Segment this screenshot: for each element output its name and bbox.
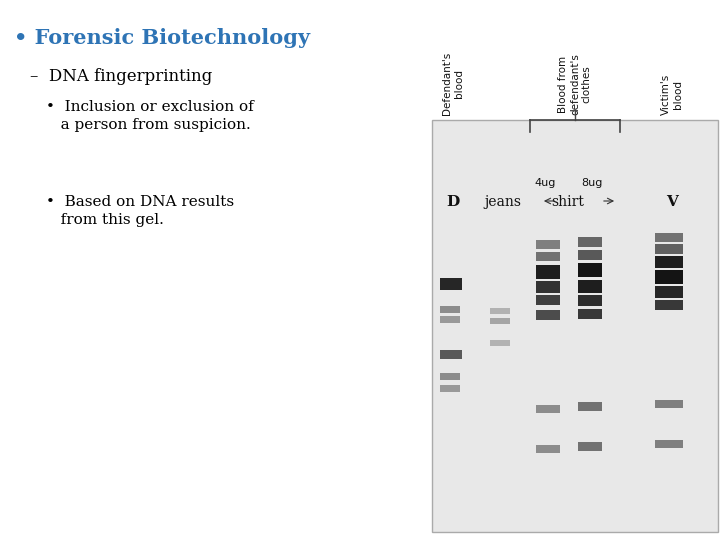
- Bar: [655, 270, 683, 284]
- Bar: [578, 263, 602, 277]
- Bar: [536, 240, 560, 249]
- Bar: [655, 256, 683, 268]
- Bar: [536, 295, 560, 305]
- Text: –  DNA fingerprinting: – DNA fingerprinting: [30, 68, 212, 85]
- Bar: [440, 385, 460, 392]
- Bar: [655, 233, 683, 242]
- Bar: [578, 442, 602, 451]
- Text: a person from suspicion.: a person from suspicion.: [46, 118, 251, 132]
- Bar: [578, 250, 602, 260]
- Bar: [655, 300, 683, 310]
- Bar: [578, 280, 602, 293]
- Bar: [536, 405, 560, 413]
- Bar: [578, 309, 602, 319]
- Bar: [440, 278, 462, 290]
- Bar: [490, 308, 510, 314]
- Text: V: V: [666, 195, 678, 209]
- Bar: [578, 237, 602, 247]
- Bar: [440, 350, 462, 359]
- Text: •  Based on DNA results: • Based on DNA results: [46, 195, 234, 209]
- Bar: [536, 310, 560, 320]
- Bar: [432, 120, 718, 532]
- Bar: [490, 340, 510, 346]
- Bar: [578, 402, 602, 411]
- Bar: [655, 440, 683, 448]
- Text: Defendant's
blood: Defendant's blood: [442, 52, 464, 115]
- Bar: [655, 286, 683, 298]
- Bar: [536, 252, 560, 261]
- Bar: [536, 445, 560, 453]
- Bar: [440, 316, 460, 323]
- Text: from this gel.: from this gel.: [46, 213, 164, 227]
- Text: •  Inclusion or exclusion of: • Inclusion or exclusion of: [46, 100, 253, 114]
- Text: 8ug: 8ug: [581, 178, 603, 188]
- Text: 4ug: 4ug: [534, 178, 556, 188]
- Text: D: D: [446, 195, 459, 209]
- Text: jeans: jeans: [485, 195, 521, 209]
- Bar: [536, 265, 560, 279]
- Bar: [440, 306, 460, 313]
- Bar: [440, 373, 460, 380]
- Text: Victim's
blood: Victim's blood: [661, 74, 683, 115]
- Bar: [655, 244, 683, 254]
- Bar: [536, 281, 560, 293]
- Bar: [655, 400, 683, 408]
- Bar: [490, 318, 510, 324]
- Bar: [578, 295, 602, 306]
- Text: Blood from
defendant's
clothes: Blood from defendant's clothes: [559, 53, 592, 115]
- Text: • Forensic Biotechnology: • Forensic Biotechnology: [14, 28, 310, 48]
- Text: shirt: shirt: [552, 195, 585, 209]
